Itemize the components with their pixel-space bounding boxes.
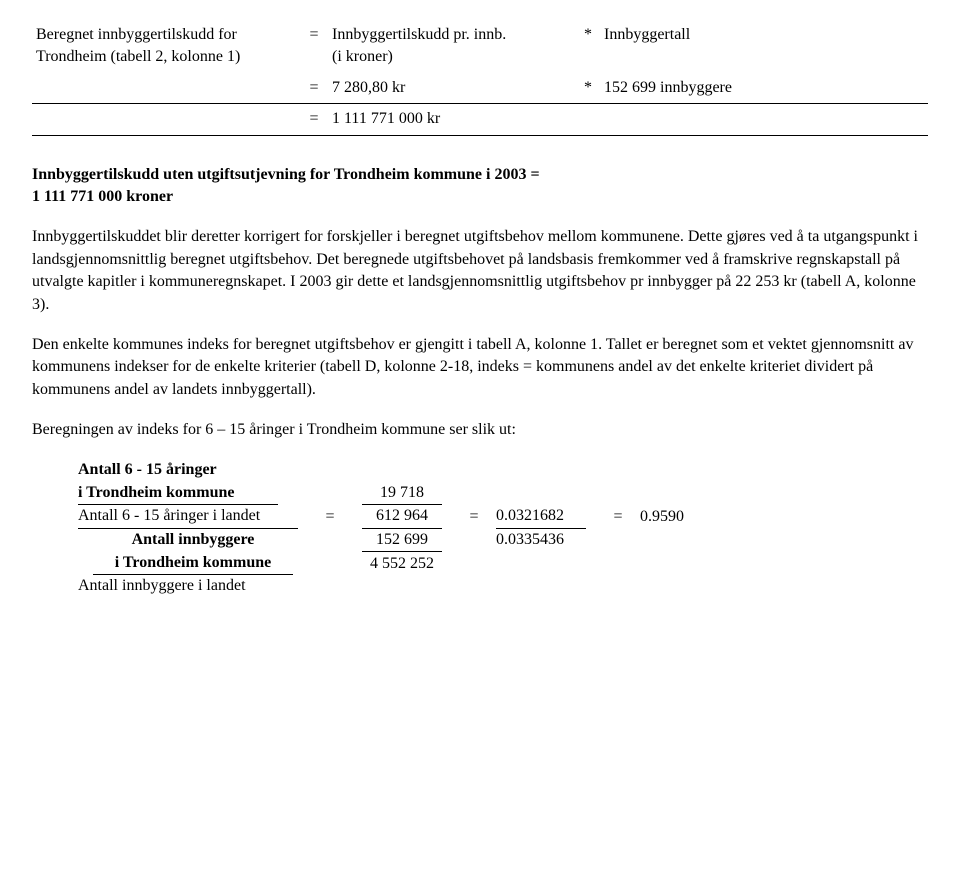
- calc-label: Antall innbyggere: [72, 529, 314, 551]
- calc-label: Antall 6 - 15 åringer i landet: [72, 505, 314, 528]
- formula-value: 7 280,80 kr: [328, 77, 576, 99]
- paragraph: Den enkelte kommunes indeks for beregnet…: [32, 334, 928, 401]
- equals: =: [300, 77, 328, 99]
- calculation-block: Antall 6 - 15 åringer i Trondheim kommun…: [72, 459, 928, 597]
- equals: =: [300, 24, 328, 46]
- equals: =: [300, 108, 328, 130]
- equals: =: [602, 506, 634, 528]
- formula-result: 1 111 771 000 kr: [328, 108, 576, 130]
- equals: =: [314, 506, 346, 528]
- calc-result: 0.9590: [634, 506, 726, 528]
- paragraph: Innbyggertilskuddet blir deretter korrig…: [32, 226, 928, 316]
- bold-text: Innbyggertilskudd uten utgiftsutjevning …: [32, 166, 540, 183]
- calc-value: 0.0335436: [490, 529, 602, 551]
- formula-right: Innbyggertall: [600, 24, 928, 46]
- formula-mid-a: Innbyggertilskudd pr. innb.: [332, 26, 506, 43]
- calc-label: Antall 6 - 15 åringer: [72, 459, 314, 481]
- formula-mid: Innbyggertilskudd pr. innb. (i kroner): [328, 24, 576, 69]
- formula-value: 152 699 innbyggere: [600, 77, 928, 99]
- formula-left: Beregnet innbyggertilskudd for Trondheim…: [32, 24, 300, 69]
- calc-value: 4 552 252: [346, 553, 458, 575]
- calc-value: 0.0321682: [490, 505, 602, 528]
- calc-value: 19 718: [346, 482, 458, 505]
- calc-label: i Trondheim kommune: [72, 552, 314, 575]
- calc-value: 612 964: [346, 505, 458, 528]
- star: *: [576, 77, 600, 99]
- divider: [32, 135, 928, 136]
- formula-block: Beregnet innbyggertilskudd for Trondheim…: [32, 24, 928, 136]
- paragraph-bold: Innbyggertilskudd uten utgiftsutjevning …: [32, 164, 928, 209]
- bold-text: 1 111 771 000 kroner: [32, 188, 173, 205]
- paragraph: Beregningen av indeks for 6 – 15 åringer…: [32, 419, 928, 441]
- calc-label: i Trondheim kommune: [72, 482, 314, 505]
- divider: [32, 103, 928, 104]
- formula-mid-b: (i kroner): [332, 48, 393, 65]
- calc-label: Antall innbyggere i landet: [72, 575, 314, 597]
- calc-value: 152 699: [346, 529, 458, 552]
- equals: =: [458, 506, 490, 528]
- star: *: [576, 24, 600, 46]
